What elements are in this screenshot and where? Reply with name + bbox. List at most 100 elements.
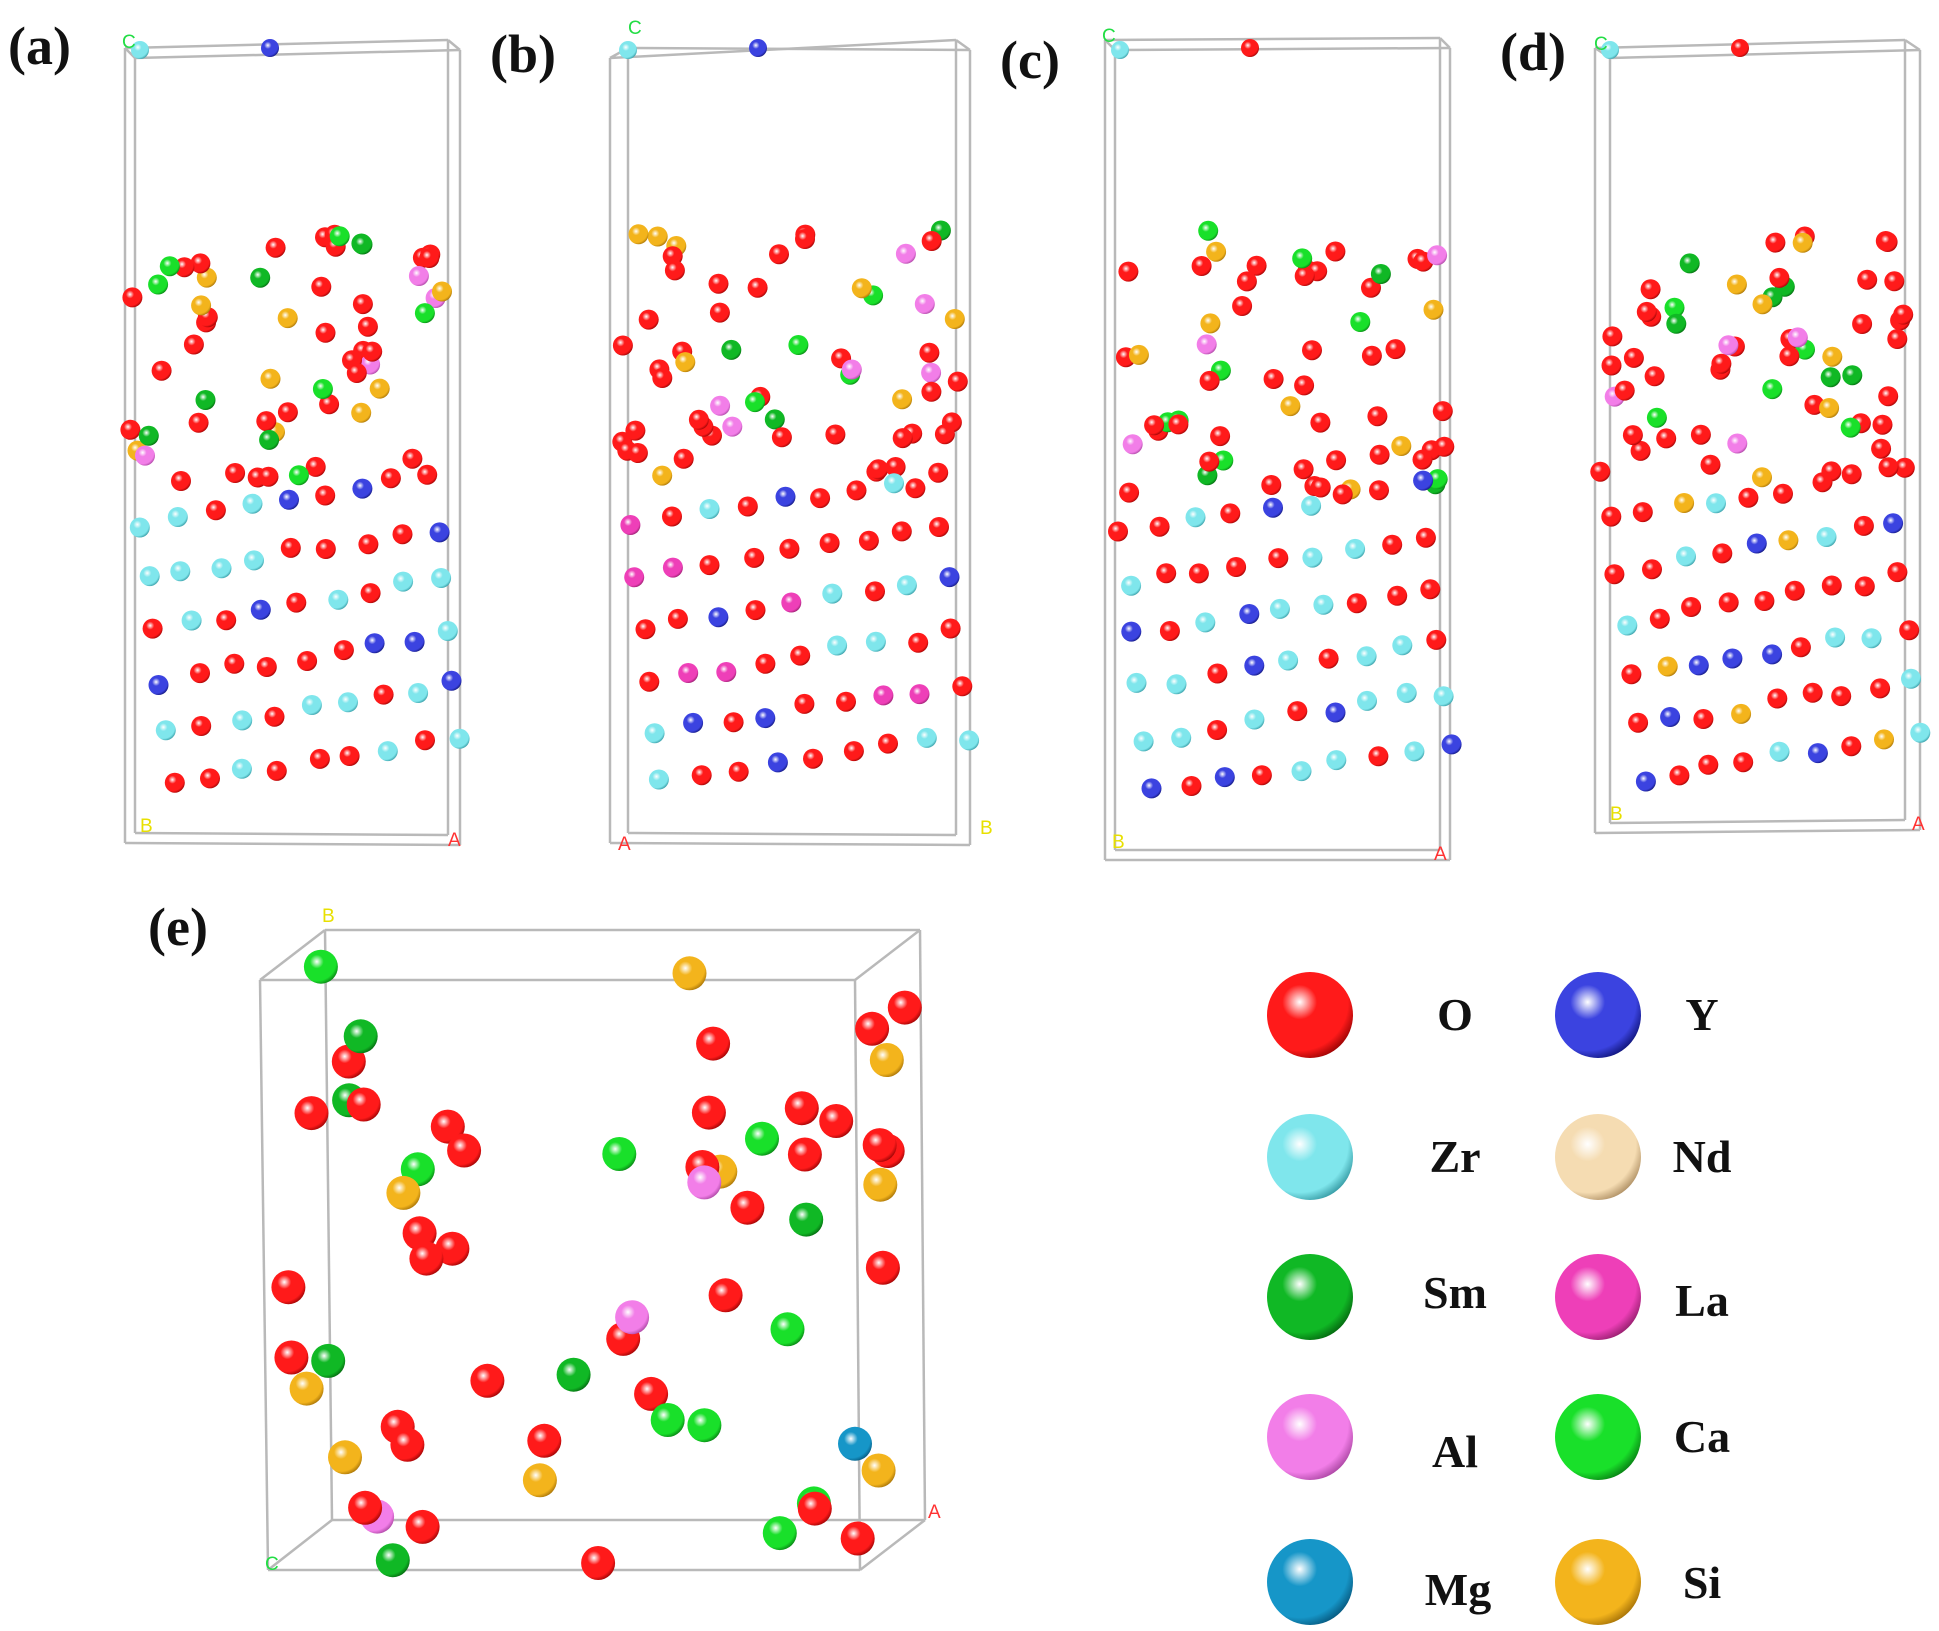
atom-zr	[1133, 731, 1154, 752]
atom-o	[1769, 267, 1790, 288]
atom-o	[730, 1190, 765, 1225]
atom-o	[1877, 232, 1898, 252]
atom-o	[266, 760, 287, 781]
atom-o	[1621, 664, 1642, 685]
atom-o	[639, 671, 660, 692]
unit-cell-box	[123, 38, 462, 847]
atom-group	[120, 39, 470, 793]
atom-al	[722, 416, 743, 437]
atom-ca	[1762, 379, 1783, 400]
atom-o	[797, 1491, 832, 1526]
atom-sm	[250, 267, 271, 288]
atom-si	[647, 226, 668, 247]
atom-o	[435, 1231, 470, 1266]
legend-label-ca: Ca	[1674, 1411, 1730, 1462]
atom-al	[615, 1300, 650, 1335]
atom-o	[1602, 326, 1623, 347]
legend-item-nd: Nd	[1555, 1114, 1732, 1200]
atom-o	[662, 506, 682, 527]
atom-sm	[138, 425, 159, 446]
legend-swatch-si	[1555, 1539, 1641, 1625]
atom-o	[357, 316, 378, 337]
atom-o	[190, 253, 211, 274]
atom-o	[891, 521, 912, 542]
atom-o	[1802, 682, 1823, 703]
atom-zr	[1111, 41, 1129, 59]
atom-zr	[1396, 682, 1417, 703]
atom-o	[380, 468, 401, 489]
atom-zr	[1126, 672, 1147, 693]
atom-o	[1294, 266, 1315, 286]
atom-ca	[650, 1403, 685, 1437]
atom-o	[1878, 457, 1899, 478]
atom-y	[1660, 707, 1681, 727]
atom-si	[1822, 346, 1843, 367]
atom-zr	[822, 583, 843, 604]
atom-o	[1415, 527, 1436, 548]
atom-si	[432, 281, 452, 302]
atom-o	[1887, 329, 1908, 349]
atom-sm	[195, 390, 216, 410]
atom-o	[846, 480, 867, 501]
atom-o	[1632, 502, 1653, 523]
atom-o	[415, 730, 435, 751]
atom-o	[691, 1095, 726, 1130]
atom-la	[662, 557, 683, 578]
legend-item-y: Y	[1555, 972, 1719, 1058]
panel-label: (b)	[490, 24, 556, 84]
atom-o	[1236, 271, 1257, 292]
atom-o	[673, 448, 694, 469]
atom-o	[1779, 346, 1800, 367]
atom-o	[1385, 339, 1406, 360]
atom-o	[1369, 480, 1389, 501]
atom-y	[1325, 702, 1346, 723]
atom-zr	[338, 692, 358, 713]
atom-zr	[1910, 722, 1931, 743]
atom-al	[1427, 245, 1448, 266]
atom-zr	[1166, 674, 1187, 695]
atom-o	[1738, 487, 1759, 508]
atom-o	[1159, 621, 1180, 641]
atom-ca	[1646, 407, 1667, 428]
atom-o	[1614, 380, 1635, 401]
atom-o	[1302, 340, 1322, 361]
atom-zr	[644, 723, 665, 744]
atom-sm	[343, 1019, 378, 1054]
atom-o	[1220, 503, 1241, 524]
atom-zr	[916, 727, 937, 748]
axis-label-c: C	[628, 18, 642, 39]
atom-o	[1870, 678, 1891, 699]
atom-o	[1887, 562, 1908, 583]
atom-o	[1420, 579, 1441, 600]
atom-o	[1884, 271, 1905, 292]
atom-o	[360, 583, 381, 604]
atom-la	[781, 592, 802, 613]
atom-y	[1121, 621, 1142, 642]
atom-o	[297, 651, 318, 671]
atom-zr	[1392, 635, 1413, 656]
atom-o	[1604, 564, 1625, 585]
atom-o	[929, 517, 949, 537]
atom-o	[1118, 261, 1139, 282]
atom-zr	[328, 589, 349, 610]
atom-o	[858, 530, 879, 551]
axis-label-b: B	[1610, 804, 1623, 825]
atom-zr	[377, 741, 398, 762]
atom-si	[289, 1371, 324, 1406]
atom-o	[790, 645, 811, 666]
legend-swatch-zr	[1267, 1114, 1353, 1200]
legend-item-mg: Mg	[1267, 1539, 1491, 1625]
atom-o	[294, 1096, 329, 1131]
atom-o	[862, 1128, 897, 1163]
atom-o	[1188, 563, 1209, 584]
atom-o	[200, 768, 220, 789]
atom-o	[174, 257, 195, 278]
atom-o	[265, 237, 286, 258]
atom-o	[1893, 304, 1914, 325]
atom-zr	[1769, 741, 1790, 762]
atom-zr	[1121, 575, 1142, 596]
atom-o	[1669, 765, 1690, 786]
atom-o	[1773, 483, 1793, 504]
atom-ca	[687, 1408, 722, 1443]
atom-o	[1181, 776, 1202, 796]
